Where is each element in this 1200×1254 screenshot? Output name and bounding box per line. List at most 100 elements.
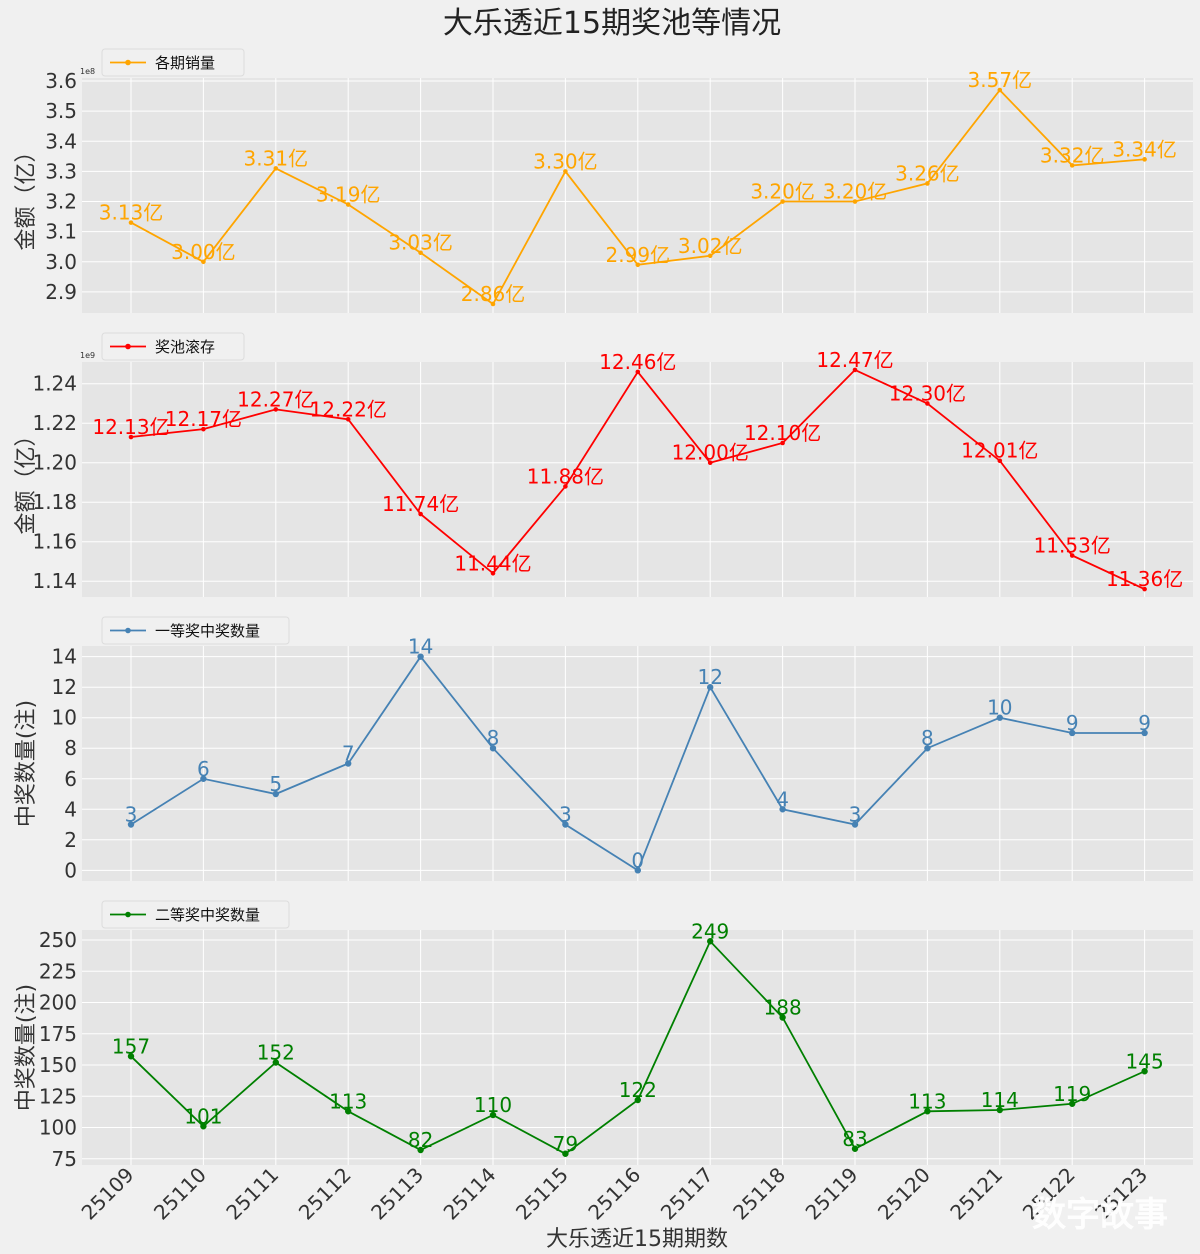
y-axis-label: 金额（亿）: [14, 424, 39, 534]
y-tick-label: 175: [39, 1022, 77, 1046]
data-point: [490, 571, 496, 576]
data-point: [273, 407, 279, 412]
y-tick-label: 3.4: [45, 129, 77, 153]
x-tick-label: 25116: [583, 1163, 645, 1225]
data-label: 12.22亿: [310, 397, 387, 421]
x-tick-label: 25109: [77, 1163, 139, 1225]
data-point: [851, 1145, 859, 1152]
legend: 奖池滚存: [101, 332, 245, 361]
data-point: [924, 1108, 931, 1115]
data-point: [489, 745, 497, 752]
y-tick-label: 2: [64, 828, 77, 852]
y-tick-label: 100: [39, 1116, 77, 1140]
data-label: 3: [849, 803, 862, 827]
data-label: 3.13亿: [99, 201, 164, 225]
legend-box: [101, 616, 290, 645]
data-label: 113: [908, 1089, 946, 1113]
y-tick-label: 1.14: [32, 569, 77, 593]
legend-label: 二等奖中奖数量: [155, 906, 260, 924]
x-tick-label: 25119: [801, 1163, 863, 1225]
legend-box: [101, 332, 245, 361]
legend-marker: [125, 343, 131, 350]
y-tick-label: 14: [52, 645, 77, 669]
watermark: 数字故事: [1032, 1195, 1168, 1235]
x-axis-label: 大乐透近15期期数: [546, 1227, 728, 1252]
data-point: [1069, 1100, 1076, 1107]
legend-label: 奖池滚存: [155, 338, 215, 356]
data-label: 14: [408, 635, 433, 659]
x-tick-label: 25110: [149, 1163, 211, 1225]
data-point: [563, 484, 568, 489]
data-point: [997, 87, 1003, 93]
data-point: [707, 938, 714, 945]
data-point: [852, 367, 858, 373]
data-label: 11.53亿: [1034, 534, 1111, 558]
data-label: 12.30亿: [889, 381, 966, 405]
data-label: 152: [257, 1041, 295, 1065]
data-label: 8: [487, 726, 500, 750]
data-label: 249: [691, 919, 729, 943]
data-point: [779, 806, 786, 813]
chart-panel-3: 0 2 4 6 8 10 12 14 中奖数量(注) 3 6 5 7 14 8 3 0 12 4 3 8 10 9 9 一等奖中…: [14, 616, 1193, 882]
data-label: 3.19亿: [316, 183, 381, 207]
data-point: [996, 714, 1003, 721]
data-label: 11.44亿: [454, 551, 531, 575]
data-point: [635, 262, 641, 268]
y-tick-label: 3.0: [45, 250, 77, 274]
y-tick-label: 3.1: [45, 220, 77, 244]
y-tick-label: 225: [39, 959, 77, 983]
data-label: 12.01亿: [961, 439, 1038, 463]
legend-marker: [125, 627, 131, 634]
data-point: [200, 1123, 207, 1130]
legend-box: [101, 48, 245, 77]
figure-title: 大乐透近15期奖池等情况: [443, 6, 781, 41]
data-point: [201, 426, 206, 432]
data-label: 9: [1138, 711, 1151, 735]
data-point: [707, 684, 714, 691]
y-tick-label: 1.20: [32, 451, 77, 475]
data-label: 3.00亿: [171, 240, 236, 264]
chart-panel-1: 2.9 3.0 3.1 3.2 3.3 3.4 3.5 3.6 1e8 金额（亿） 3.13亿 3.0…: [14, 48, 1193, 313]
data-point: [563, 169, 568, 174]
x-tick-label: 25117: [656, 1163, 718, 1225]
data-label: 79: [553, 1132, 578, 1156]
data-point: [925, 401, 930, 406]
data-point: [128, 434, 134, 440]
data-point: [273, 166, 279, 171]
data-label: 110: [474, 1093, 512, 1117]
data-label: 5: [269, 772, 282, 796]
data-point: [1069, 163, 1075, 168]
data-label: 113: [329, 1089, 367, 1113]
data-point: [128, 220, 134, 225]
data-point: [996, 1106, 1003, 1114]
data-point: [779, 1014, 786, 1021]
data-point: [417, 1146, 424, 1154]
legend-label: 一等奖中奖数量: [155, 622, 260, 640]
data-label: 3.20亿: [823, 180, 888, 204]
y-offset-label: 1e9: [80, 351, 95, 360]
data-label: 83: [842, 1127, 867, 1151]
legend: 各期销量: [101, 48, 245, 77]
data-label: 12.46亿: [599, 350, 676, 374]
data-label: 114: [981, 1088, 1019, 1112]
y-offset-label: 1e8: [80, 67, 95, 76]
data-point: [345, 760, 352, 767]
data-point: [1141, 729, 1148, 737]
data-label: 12.13亿: [92, 415, 169, 439]
data-point: [201, 259, 206, 265]
y-tick-label: 12: [52, 675, 77, 699]
data-point: [562, 821, 569, 828]
y-tick-label: 1.18: [32, 490, 77, 514]
chart-panels: 2.9 3.0 3.1 3.2 3.3 3.4 3.5 3.6 1e8 金额（亿） 3.13亿 3.0…: [14, 48, 1193, 1171]
shared-x-axis: 25109 25110 25111 25112 25113 25114 25115 25116…: [77, 1163, 1153, 1225]
x-tick-label: 25118: [728, 1163, 790, 1225]
x-tick-label: 25120: [873, 1163, 935, 1225]
data-label: 12.00亿: [672, 441, 749, 465]
x-tick-label: 25114: [439, 1163, 501, 1225]
data-label: 3.02亿: [678, 234, 743, 258]
data-point: [707, 253, 713, 259]
y-tick-label: 150: [39, 1053, 77, 1077]
data-label: 3.57亿: [968, 68, 1033, 92]
